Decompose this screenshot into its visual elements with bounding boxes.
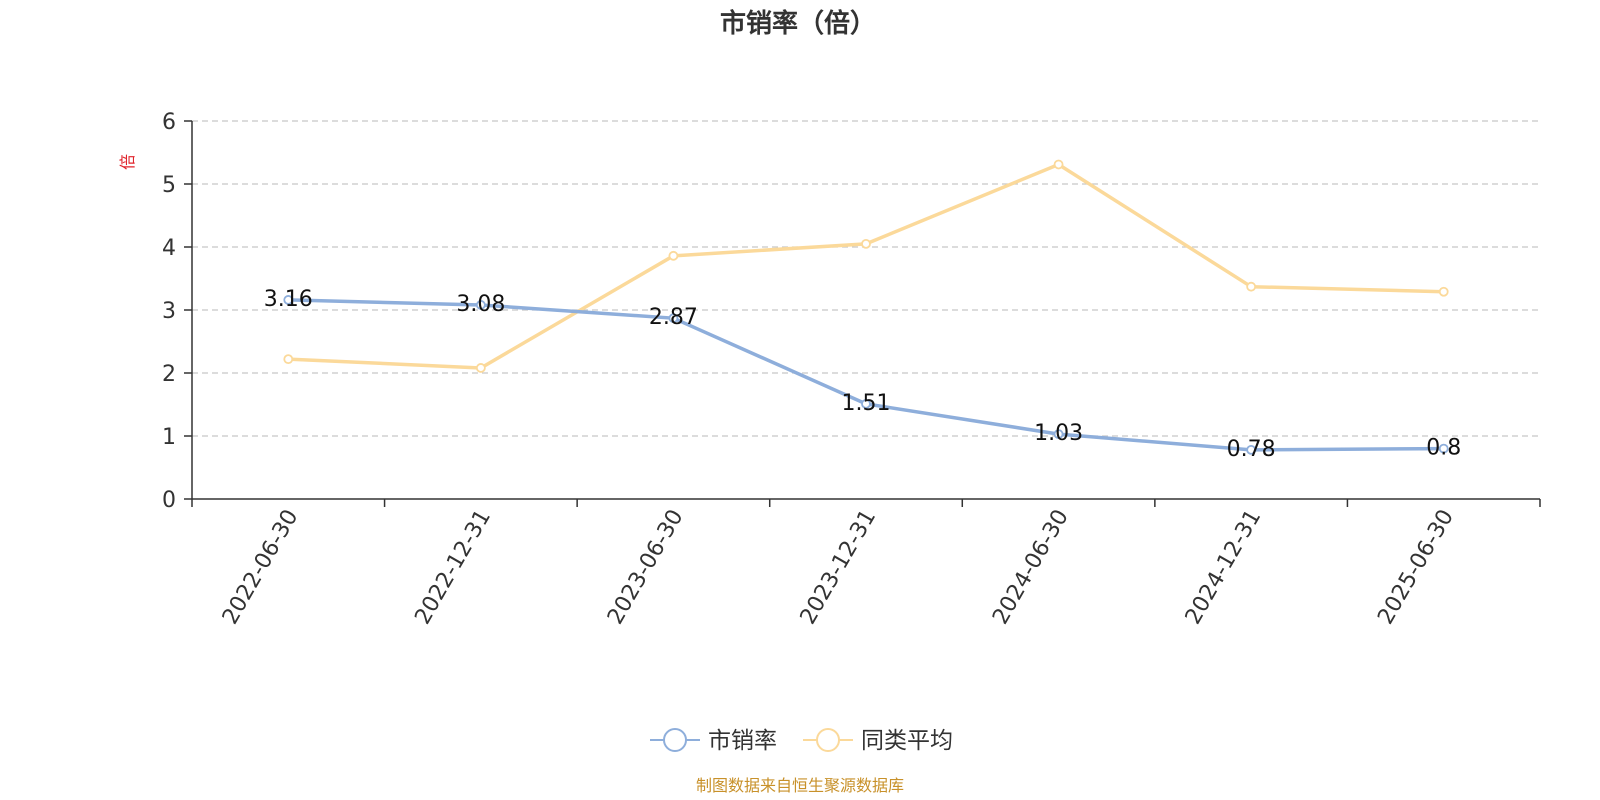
legend-label: 同类平均	[861, 728, 953, 754]
source-note: 制图数据来自恒生聚源数据库	[696, 776, 904, 795]
data-point	[475, 300, 486, 310]
y-tick-labels: 0 1 2 3 4 5 6	[162, 110, 176, 513]
y-tick-label: 2	[162, 362, 176, 387]
chart-title: 市销率（倍）	[720, 8, 876, 39]
legend-marker	[663, 728, 687, 752]
data-point	[668, 250, 679, 261]
legend: 市销率 同类平均	[650, 728, 953, 754]
data-point	[861, 398, 871, 409]
x-tick-label: 2024-06-30	[988, 506, 1074, 629]
data-point	[283, 354, 294, 365]
data-point	[1246, 444, 1257, 455]
data-label: 0.78	[1227, 437, 1276, 462]
x-tick-label: 2022-06-30	[218, 506, 304, 629]
data-point	[1438, 443, 1449, 454]
x-tick-label: 2024-12-31	[1181, 506, 1267, 629]
data-point	[1053, 429, 1064, 440]
data-label: 2.87	[649, 305, 698, 330]
x-tick-labels: 2022-06-30 2022-12-31 2023-06-30 2023-12-31…	[218, 506, 1459, 629]
y-tick-label: 0	[162, 488, 176, 513]
x-tick-label: 2025-06-30	[1373, 506, 1459, 629]
data-label: 3.16	[264, 287, 313, 312]
y-tick-label: 5	[162, 173, 176, 198]
y-tick-label: 6	[162, 110, 176, 135]
data-label: 1.03	[1034, 421, 1083, 446]
legend-marker	[816, 728, 840, 752]
y-tick-label: 3	[162, 299, 176, 324]
series-layer	[283, 159, 1449, 455]
data-point	[1246, 281, 1257, 292]
data-label: 0.8	[1426, 436, 1461, 461]
data-label: 3.08	[456, 292, 505, 317]
data-point	[861, 238, 871, 249]
series-line-1	[288, 162, 1444, 370]
y-tick-label: 4	[162, 236, 176, 261]
legend-label: 市销率	[708, 728, 777, 754]
data-point	[1053, 159, 1064, 170]
data-point	[475, 363, 486, 373]
data-point	[1438, 286, 1449, 297]
x-tick-label: 2022-12-31	[410, 506, 496, 629]
data-labels: 3.16 3.08 2.87 1.51 1.03 0.78 0.8	[264, 287, 1461, 462]
x-tick-label: 2023-06-30	[603, 506, 689, 629]
x-tick-label: 2023-12-31	[796, 506, 882, 629]
data-point	[283, 295, 294, 305]
y-axis-unit: 倍	[118, 154, 137, 170]
series-line-0	[288, 298, 1444, 452]
data-point	[668, 313, 679, 324]
y-tick-label: 1	[162, 425, 176, 450]
gridlines	[192, 120, 1540, 437]
axes	[184, 120, 1541, 507]
data-label: 1.51	[842, 391, 891, 416]
